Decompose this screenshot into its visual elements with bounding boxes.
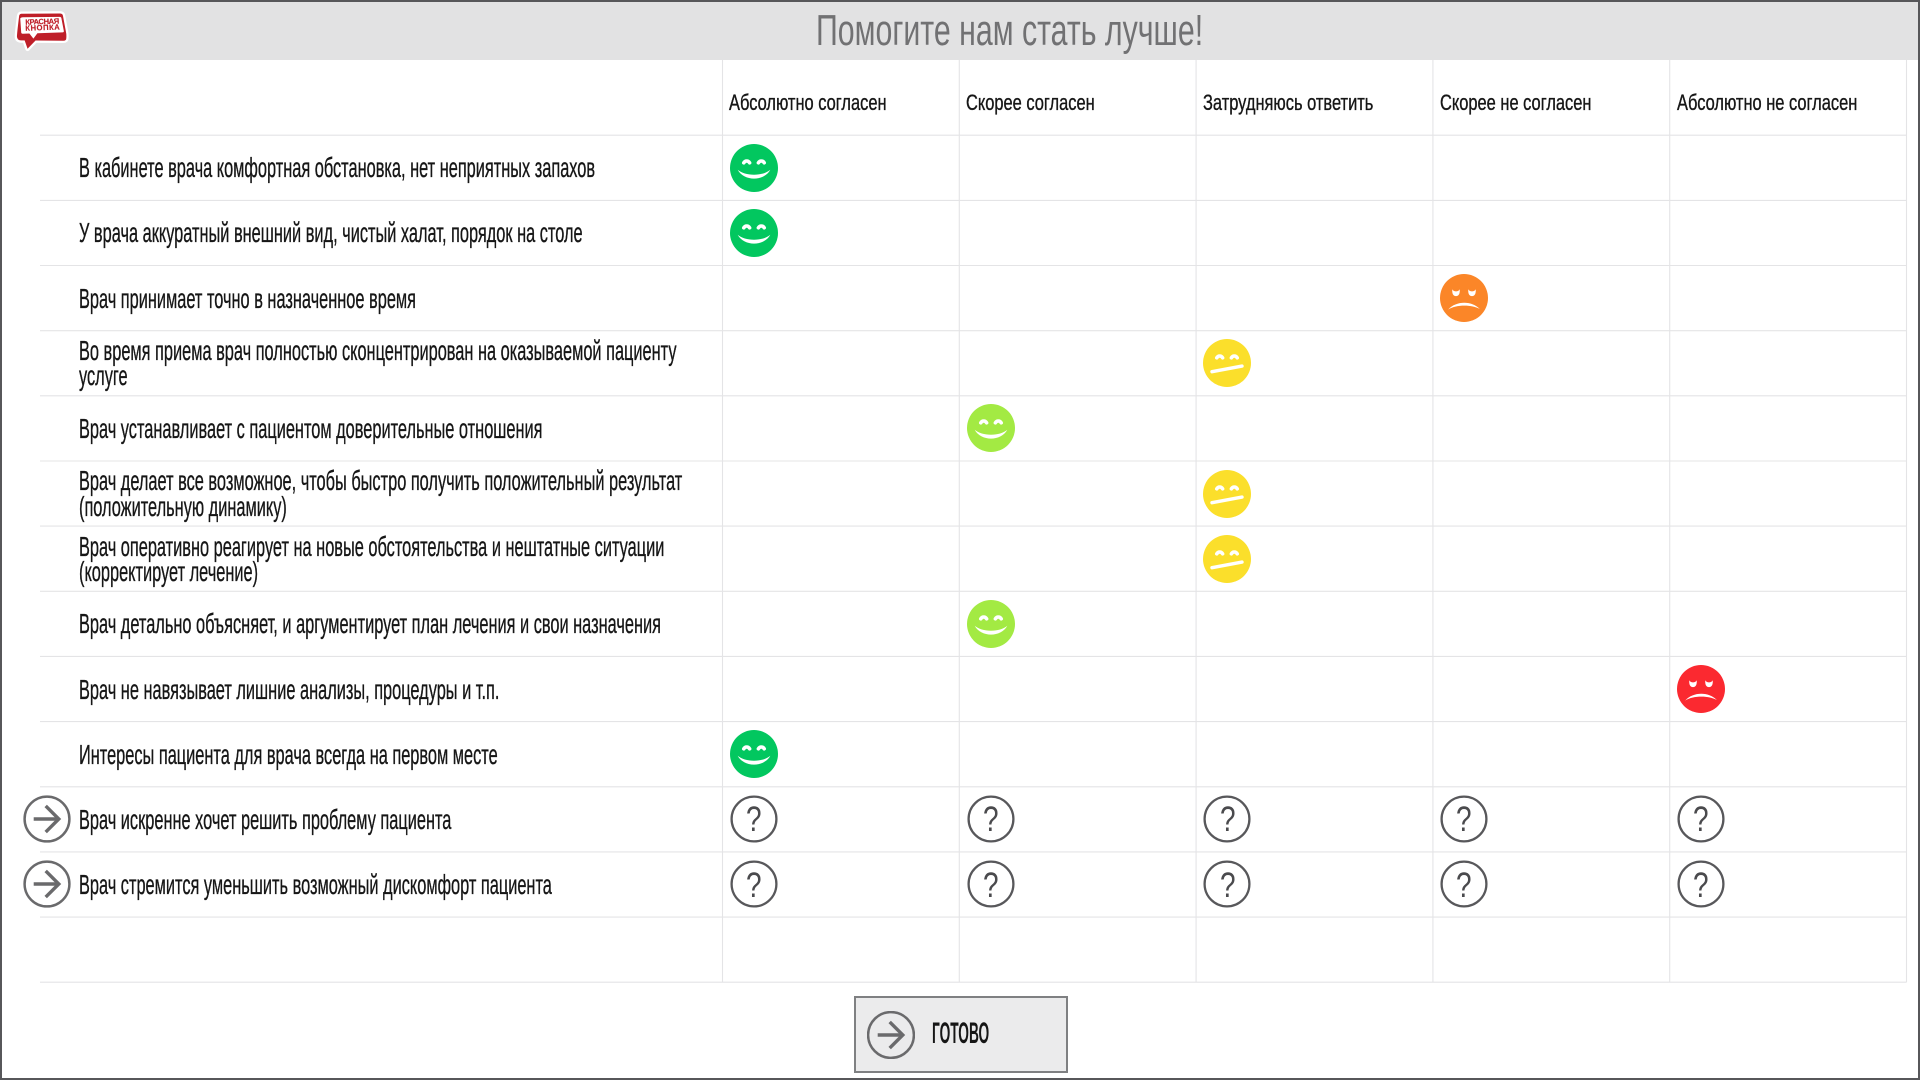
svg-text:КНОПКА: КНОПКА — [25, 23, 60, 33]
svg-text:КРАСНАЯ: КРАСНАЯ — [25, 17, 60, 27]
